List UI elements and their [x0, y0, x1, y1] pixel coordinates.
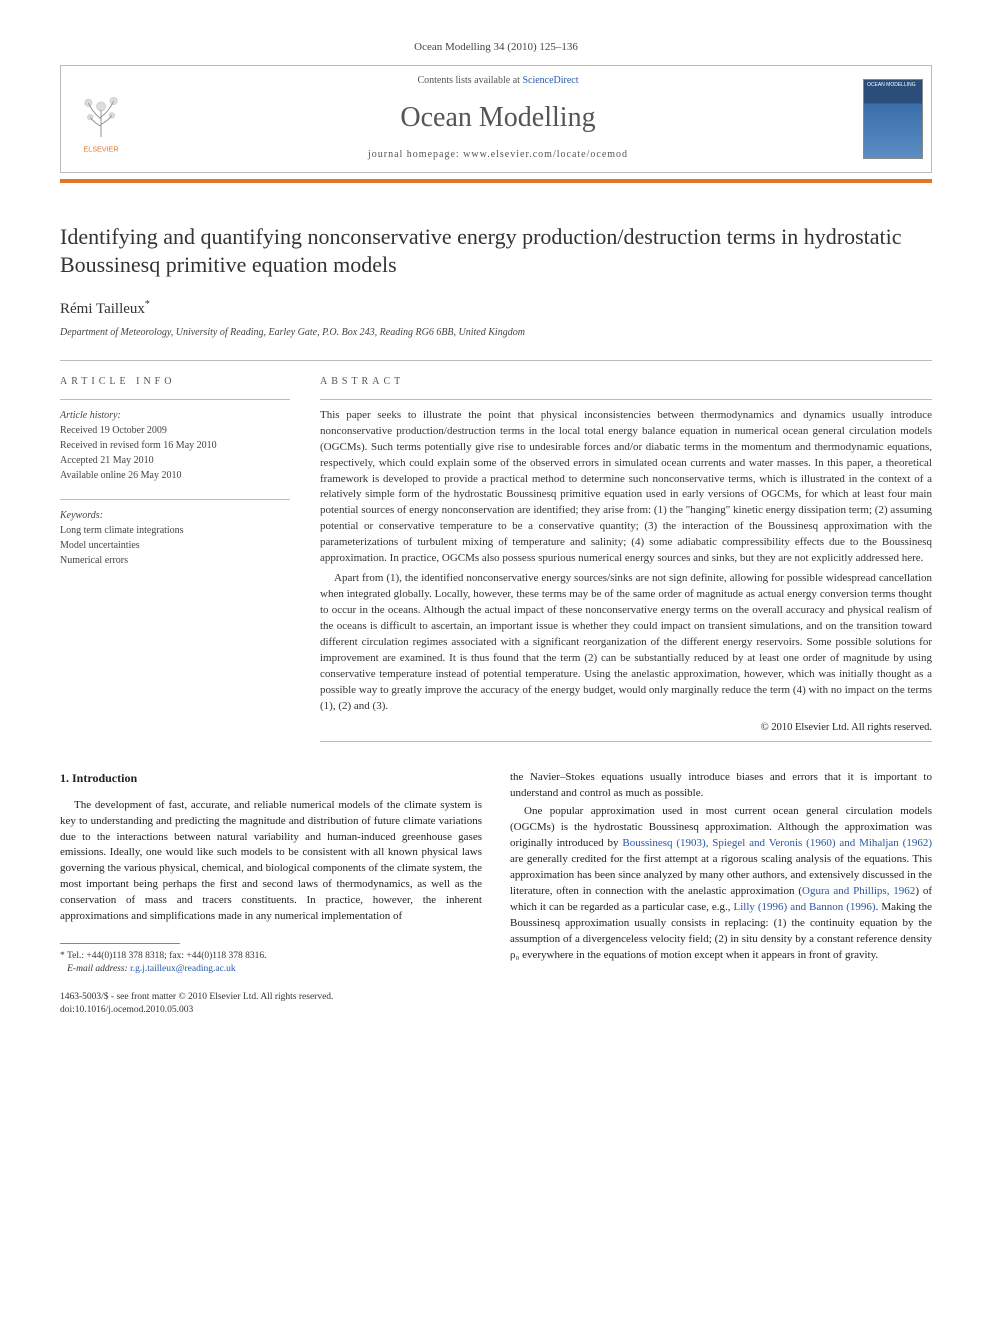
citation-1[interactable]: Boussinesq (1903), Spiegel and Veronis (…: [622, 837, 932, 849]
abstract-column: ABSTRACT This paper seeks to illustrate …: [320, 375, 932, 743]
cover-thumb-cell: OCEAN MODELLING: [855, 66, 931, 171]
abstract-p2: Apart from (1), the identified nonconser…: [320, 571, 932, 714]
contents-prefix: Contents lists available at: [417, 75, 522, 86]
keyword-1: Long term climate integrations: [60, 523, 290, 538]
intro-para-2b: One popular approximation used in most c…: [510, 804, 932, 963]
abstract-bottom-divider: [320, 741, 932, 742]
bottom-matter: 1463-5003/$ - see front matter © 2010 El…: [60, 991, 482, 1018]
introduction-heading: 1. Introduction: [60, 770, 482, 787]
front-matter-line: 1463-5003/$ - see front matter © 2010 El…: [60, 991, 482, 1004]
keyword-2: Model uncertainties: [60, 538, 290, 553]
journal-name: Ocean Modelling: [141, 98, 855, 137]
journal-header-box: ELSEVIER Contents lists available at Sci…: [60, 65, 932, 172]
sciencedirect-link[interactable]: ScienceDirect: [522, 75, 578, 86]
header-center: Contents lists available at ScienceDirec…: [141, 66, 855, 171]
author-name: Rémi Tailleux*: [60, 298, 932, 320]
corresponding-footnote: * Tel.: +44(0)118 378 8318; fax: +44(0)1…: [60, 950, 482, 977]
history-accepted: Accepted 21 May 2010: [60, 453, 290, 468]
homepage-line: journal homepage: www.elsevier.com/locat…: [141, 148, 855, 162]
abstract-divider: [320, 399, 932, 400]
author-text: Rémi Tailleux: [60, 301, 145, 317]
info-divider: [60, 399, 290, 400]
journal-cover-thumbnail: OCEAN MODELLING: [863, 79, 923, 159]
keywords-label: Keywords:: [60, 508, 290, 523]
article-info-header: ARTICLE INFO: [60, 375, 290, 389]
abstract-text: This paper seeks to illustrate the point…: [320, 408, 932, 715]
orange-divider-bar: [60, 179, 932, 183]
abstract-p1: This paper seeks to illustrate the point…: [320, 408, 932, 567]
elsevier-tree-logo: ELSEVIER: [69, 83, 133, 155]
column-footer: * Tel.: +44(0)118 378 8318; fax: +44(0)1…: [60, 943, 482, 1017]
body-two-column: 1. Introduction The development of fast,…: [60, 770, 932, 1017]
history-received: Received 19 October 2009: [60, 423, 290, 438]
citation-2[interactable]: Ogura and Phillips, 1962: [802, 885, 915, 897]
author-email[interactable]: r.g.j.tailleux@reading.ac.uk: [130, 964, 236, 974]
journal-reference: Ocean Modelling 34 (2010) 125–136: [60, 40, 932, 55]
cover-label: OCEAN MODELLING: [867, 82, 916, 89]
article-title: Identifying and quantifying nonconservat…: [60, 223, 932, 280]
divider-top: [60, 360, 932, 361]
intro-para-2a: the Navier–Stokes equations usually intr…: [510, 770, 932, 802]
homepage-url[interactable]: www.elsevier.com/locate/ocemod: [463, 149, 628, 160]
intro-para-1: The development of fast, accurate, and r…: [60, 798, 482, 926]
keyword-3: Numerical errors: [60, 553, 290, 568]
history-revised: Received in revised form 16 May 2010: [60, 438, 290, 453]
doi-line: doi:10.1016/j.ocemod.2010.05.003: [60, 1004, 482, 1017]
abstract-header: ABSTRACT: [320, 375, 932, 389]
footnote-separator: [60, 943, 180, 944]
author-affiliation: Department of Meteorology, University of…: [60, 326, 932, 340]
footnote-mark: *: [60, 951, 65, 961]
article-info-column: ARTICLE INFO Article history: Received 1…: [60, 375, 290, 743]
corresponding-mark: *: [145, 299, 150, 310]
history-online: Available online 26 May 2010: [60, 468, 290, 483]
article-history-block: Article history: Received 19 October 200…: [60, 408, 290, 483]
email-label: E-mail address:: [67, 964, 128, 974]
publisher-logo-cell: ELSEVIER: [61, 66, 141, 171]
history-label: Article history:: [60, 408, 290, 423]
homepage-label: journal homepage:: [368, 149, 463, 160]
copyright-line: © 2010 Elsevier Ltd. All rights reserved…: [320, 721, 932, 736]
contents-list-line: Contents lists available at ScienceDirec…: [141, 74, 855, 88]
citation-3[interactable]: Lilly (1996) and Bannon (1996): [734, 901, 876, 913]
svg-text:ELSEVIER: ELSEVIER: [83, 144, 118, 153]
footnote-tel: Tel.: +44(0)118 378 8318; fax: +44(0)118…: [67, 951, 267, 961]
info-divider-2: [60, 499, 290, 500]
info-abstract-row: ARTICLE INFO Article history: Received 1…: [60, 375, 932, 743]
keywords-block: Keywords: Long term climate integrations…: [60, 508, 290, 568]
